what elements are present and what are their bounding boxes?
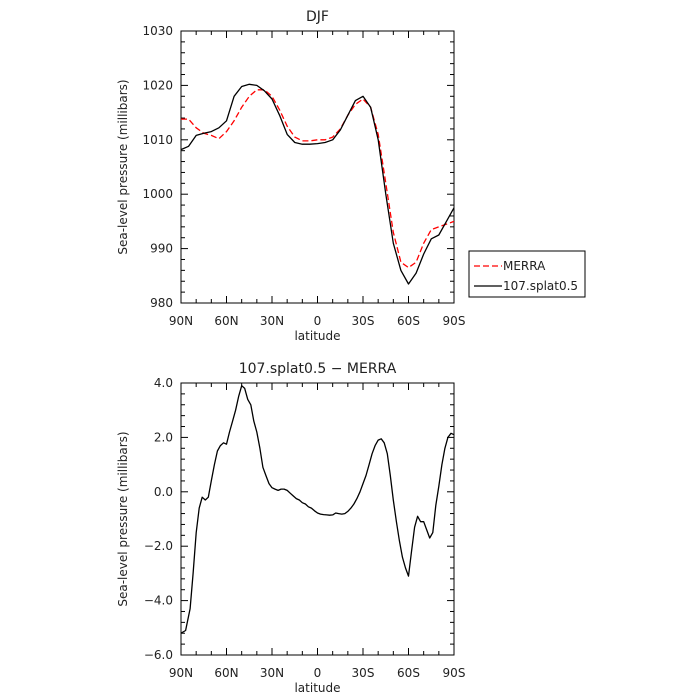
y-tick-label: 980 xyxy=(150,296,173,310)
legend-box xyxy=(468,250,586,298)
x-tick-label: 0 xyxy=(314,314,322,328)
y-tick-label: 1000 xyxy=(142,187,173,201)
x-axis-title: latitude xyxy=(294,681,340,695)
chart-title: DJF xyxy=(306,9,329,25)
legend-label: MERRA xyxy=(503,259,546,273)
y-tick-label: −4.0 xyxy=(144,594,173,608)
y-axis-title: Sea-level pressure (millibars) xyxy=(116,431,130,606)
y-tick-label: 1020 xyxy=(142,78,173,92)
series-line-merra xyxy=(181,89,455,269)
plot-frame xyxy=(180,382,455,656)
x-tick-label: 60S xyxy=(397,666,420,680)
y-tick-label: 0.0 xyxy=(154,485,173,499)
x-axis-title: latitude xyxy=(294,329,340,343)
legend-label: 107.splat0.5 xyxy=(503,279,578,293)
x-tick-label: 30S xyxy=(352,314,375,328)
x-tick-label: 60N xyxy=(214,314,238,328)
x-tick-label: 30N xyxy=(260,666,284,680)
y-tick-label: 990 xyxy=(150,242,173,256)
y-tick-label: −6.0 xyxy=(144,648,173,662)
y-tick-label: 1030 xyxy=(142,24,173,38)
series-line-107-splat0-5 xyxy=(180,83,455,285)
x-tick-label: 60N xyxy=(214,666,238,680)
x-tick-label: 90N xyxy=(169,314,193,328)
y-axis-title: Sea-level pressure (millibars) xyxy=(116,79,130,254)
y-tick-label: 1010 xyxy=(142,133,173,147)
chart-panel-1: DJF 90N 60N 30N 0 30S 60S 90S 980 990 1000 1010 1020… xyxy=(116,9,586,343)
x-tick-label: 90S xyxy=(443,666,466,680)
x-tick-label: 30S xyxy=(352,666,375,680)
x-tick-label: 90N xyxy=(169,666,193,680)
y-tick-label: 4.0 xyxy=(154,376,173,390)
legend: MERRA 107.splat0.5 xyxy=(468,250,586,298)
chart-panel-2: 107.splat0.5 − MERRA 90N 60N 30N 0 30S 60S 90S −… xyxy=(116,361,465,695)
chart-title: 107.splat0.5 − MERRA xyxy=(239,361,397,377)
y-tick-label: −2.0 xyxy=(144,539,173,553)
x-tick-label: 0 xyxy=(314,666,322,680)
x-tick-label: 30N xyxy=(260,314,284,328)
x-tick-label: 90S xyxy=(443,314,466,328)
series-line-difference xyxy=(180,385,455,634)
plot-frame xyxy=(180,30,455,304)
y-tick-label: 2.0 xyxy=(154,430,173,444)
x-tick-label: 60S xyxy=(397,314,420,328)
